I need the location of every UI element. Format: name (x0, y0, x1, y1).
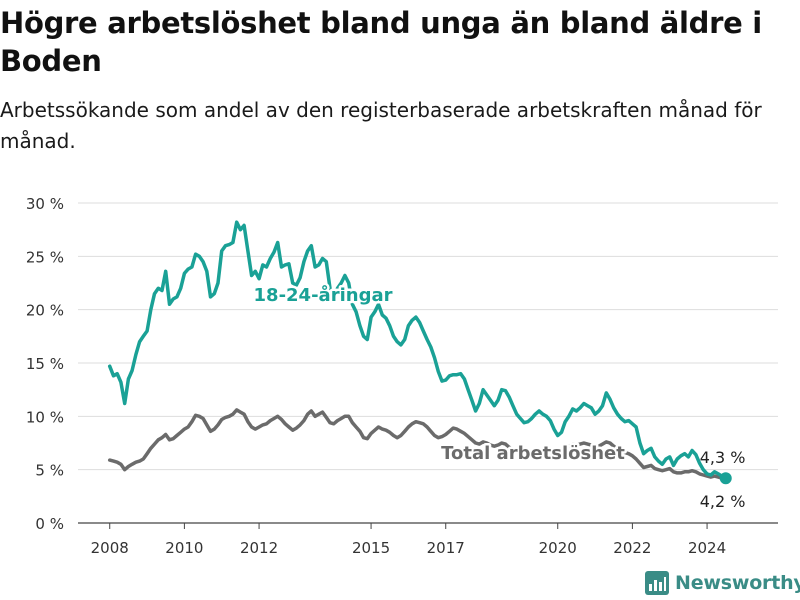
x-tick-label: 2020 (539, 539, 577, 557)
x-axis: 2008 2010 2012 2015 2017 2020 2022 2024 (91, 523, 726, 557)
series-label-total: Total arbetslöshet (441, 443, 625, 464)
end-label-total: 4,2 % (700, 492, 746, 511)
x-tick-label: 2010 (165, 539, 203, 557)
gridlines (78, 202, 778, 524)
x-tick-label: 2012 (240, 539, 278, 557)
y-tick-label: 25 % (26, 248, 64, 266)
x-tick-label: 2015 (352, 539, 390, 557)
y-tick-label: 5 % (35, 462, 64, 480)
end-point-marker (719, 472, 732, 485)
x-tick-label: 2022 (613, 539, 651, 557)
x-tick-label: 2024 (688, 539, 726, 557)
chart-subtitle: Arbetssökande som andel av den registerb… (0, 98, 762, 153)
y-tick-label: 10 % (26, 408, 64, 426)
series-line-total (107, 408, 728, 480)
y-tick-label: 15 % (26, 355, 64, 373)
series-line-youth (107, 220, 728, 479)
line-chart: 0 %5 %10 %15 %20 %25 %30 % 2008 2010 2012 2… (26, 195, 778, 557)
end-label-youth: 4,3 % (700, 448, 746, 467)
y-tick-label: 20 % (26, 302, 64, 320)
bar-chart-icon (645, 571, 669, 595)
brand-name: Newsworthy (675, 572, 800, 594)
brand-logo: Newsworthy (645, 569, 800, 597)
y-axis: 0 % 5 % 10 % 15 % 20 % 25 % 30 % (26, 195, 64, 533)
series-lines (107, 220, 732, 485)
y-tick-label: 0 % (35, 515, 64, 533)
series-label-youth: 18-24-åringar (254, 284, 393, 306)
chart-title: Högre arbetslöshet bland unga än bland ä… (0, 6, 762, 78)
x-tick-label: 2017 (427, 539, 465, 557)
y-tick-label: 30 % (26, 195, 64, 213)
series-labels: 18-24-åringar Total arbetslöshet 4,3 % 4,2 … (251, 282, 746, 512)
x-tick-label: 2008 (91, 539, 129, 557)
